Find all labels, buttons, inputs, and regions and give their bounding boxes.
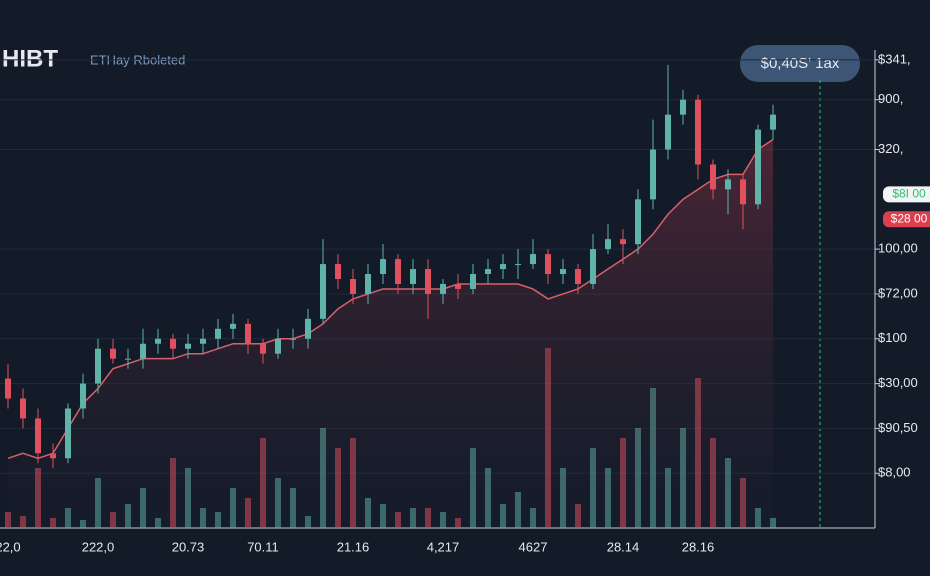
candle-body	[575, 269, 581, 284]
candle-body	[335, 264, 341, 279]
candle-body	[380, 259, 386, 275]
candle-body	[155, 338, 161, 344]
y-tick-label: $72,00	[878, 285, 918, 300]
candle-body	[290, 338, 296, 340]
y-tick-label: $30,00	[878, 375, 918, 390]
candle-body	[395, 259, 401, 284]
candle-body	[485, 269, 491, 275]
candle-body	[80, 383, 86, 409]
price-marker	[883, 186, 930, 203]
y-tick-label: 900,	[878, 91, 903, 106]
candle-body	[470, 274, 476, 289]
candle-body	[410, 269, 416, 284]
candle-body	[560, 269, 566, 275]
x-tick-label: 20.73	[172, 539, 205, 554]
candle-body	[455, 283, 461, 289]
candle-body	[215, 328, 221, 339]
candle-body	[275, 338, 281, 354]
ma-line	[7, 138, 774, 460]
candle-body	[515, 264, 521, 266]
x-tick-label: 4,217	[427, 539, 460, 554]
candle-body	[125, 358, 131, 360]
x-tick-label: 222,0	[82, 539, 115, 554]
candle-body	[545, 254, 551, 275]
candle-body	[350, 279, 356, 294]
badge-pill	[740, 45, 860, 82]
candle-body	[665, 114, 671, 150]
y-tick-label: 320,	[878, 141, 903, 156]
candle-body	[695, 99, 701, 165]
candle-body	[500, 264, 506, 270]
candle-body	[20, 398, 26, 419]
y-tick-label: $90,50	[878, 420, 918, 435]
candle-body	[140, 343, 146, 359]
y-tick-label: $100	[878, 330, 907, 345]
candle-body	[50, 453, 56, 459]
price-marker	[883, 211, 930, 228]
candle-body	[755, 129, 761, 205]
candle-body	[530, 254, 536, 265]
title: HIBT	[2, 45, 58, 72]
candle-body	[440, 283, 446, 294]
x-tick-label: 4627	[519, 539, 548, 554]
candle-body	[305, 318, 311, 339]
candle-body	[35, 418, 41, 454]
y-tick-label: $8,00	[878, 465, 911, 480]
candle-body	[185, 343, 191, 349]
candle-body	[425, 269, 431, 294]
candle-body	[5, 378, 11, 399]
price-marker-label: $28 00	[891, 211, 928, 225]
candle-body	[650, 149, 656, 200]
ma-area	[8, 139, 773, 528]
candle-body	[365, 274, 371, 294]
candle-body	[95, 348, 101, 384]
candle-body	[605, 239, 611, 250]
candle-body	[710, 164, 716, 190]
y-tick-label: $341,	[878, 51, 911, 66]
y-tick-label: 100,00	[878, 241, 918, 256]
badge: $0,40S' 1ax	[761, 55, 840, 72]
candle-body	[65, 408, 71, 459]
candle-body	[260, 343, 266, 354]
x-tick-label: 22,0	[0, 539, 21, 554]
x-tick-label: 70.11	[247, 539, 279, 554]
candle-body	[110, 348, 116, 359]
candle-body	[200, 338, 206, 344]
candle-body	[620, 239, 626, 245]
candle-body	[680, 99, 686, 115]
x-tick-label: 21.16	[337, 539, 370, 554]
candle-body	[740, 179, 746, 205]
candle-body	[230, 323, 236, 329]
candle-body	[245, 323, 251, 344]
candle-body	[320, 264, 326, 319]
price-marker-label: $8I 00	[892, 187, 926, 201]
candle-body	[725, 179, 731, 190]
candle-body	[170, 338, 176, 349]
candle-body	[770, 114, 776, 130]
candle-body	[590, 249, 596, 284]
candle-body	[635, 199, 641, 245]
x-tick-label: 28.14	[607, 539, 640, 554]
x-tick-label: 28.16	[682, 539, 715, 554]
